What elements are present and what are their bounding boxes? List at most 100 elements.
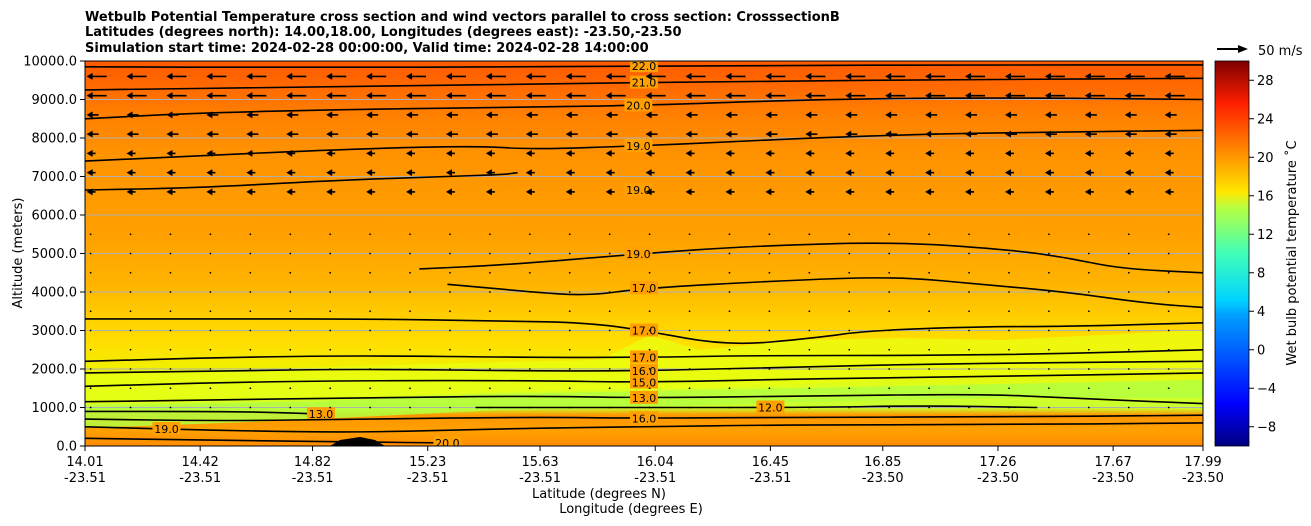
contour-line [85,372,1203,388]
wind-vector-dot-icon [648,271,651,274]
contour-label: 16.0 [632,365,657,378]
colorbar-tick-label: −4 [1257,382,1276,397]
contour-line [447,277,1203,309]
contour-label: 20.0 [626,99,651,112]
wind-vector-head-icon [565,130,572,138]
wind-vector-head-icon [765,130,772,138]
wind-vector-dot-icon [449,348,451,351]
wind-vector-head-icon [166,188,173,196]
wind-vector-dot-icon [848,271,851,274]
wind-vector-dot-icon [329,271,332,274]
wind-vector-head-icon [1164,72,1171,80]
wind-vector-head-icon [1084,188,1091,196]
wind-vector-dot-icon [1008,310,1010,313]
x-tick-label-lon: -23.51 [292,471,334,486]
wind-vector-dot-icon [369,252,372,255]
colorbar-tick-label: 0 [1257,343,1265,358]
wind-vector-dot-icon [968,348,970,351]
wind-vector-dot-icon [848,348,851,351]
wind-vector-head-icon [206,188,213,196]
wind-vector-head-icon [1044,111,1051,119]
wind-vector-head-icon [206,72,213,80]
colorbar-label: Wet bulb potential temperature ˚C [1284,140,1300,365]
wind-vector-dot-icon [768,348,771,351]
wind-vector-head-icon [126,149,133,157]
wind-vector-dot-icon [169,406,172,409]
wind-vector-head-icon [845,169,852,177]
contour-line [85,437,448,444]
wind-vector-dot-icon [1048,387,1050,390]
wind-vector-head-icon [805,149,812,157]
wind-vector-dot-icon [1127,387,1130,390]
x-tick-label-lon: -23.51 [179,471,221,486]
wind-vector-dot-icon [129,406,132,409]
wind-vector-dot-icon [169,291,172,293]
wind-vector-head-icon [445,149,452,157]
contour-label-bg [624,182,653,196]
wind-vector-dot-icon [369,387,372,390]
wind-vector-dot-icon [968,310,970,313]
wind-vector-dot-icon [568,329,571,332]
x-tick-label-lat: 17.26 [979,455,1016,470]
plot-area: 22.021.020.019.019.019.017.017.017.016.0… [85,61,1203,446]
wind-vector-dot-icon [249,233,252,236]
title-line-2: Latitudes (degrees north): 14.00,18.00, … [85,25,682,40]
wind-vector-head-icon [565,149,572,157]
wind-vector-head-icon [845,92,852,100]
wind-vector-head-icon [326,111,333,119]
contour-label: 19.0 [154,423,179,436]
wind-vector-dot-icon [409,252,411,255]
wind-vector-head-icon [685,149,692,157]
wind-vector-head-icon [246,92,253,100]
wind-vector-dot-icon [1167,329,1170,332]
wind-vector-dot-icon [688,348,691,351]
wind-vector-dot-icon [369,271,372,274]
wind-vector-dot-icon [928,368,931,370]
wind-vector-head-icon [925,188,932,196]
wind-vector-head-icon [1124,72,1131,80]
wind-vector-dot-icon [1127,252,1130,255]
wind-vector-head-icon [925,149,932,157]
wind-vector-head-icon [366,72,373,80]
wind-vector-dot-icon [848,291,851,293]
wind-vector-dot-icon [1087,387,1090,390]
wind-vector-head-icon [206,130,213,138]
wind-vector-dot-icon [528,329,531,332]
wind-vector-head-icon [1164,149,1171,157]
wind-vector-dot-icon [928,387,931,390]
wind-vector-head-icon [246,111,253,119]
wind-vector-dot-icon [888,348,891,351]
wind-vector-head-icon [1044,92,1051,100]
wind-vector-head-icon [86,169,93,177]
wind-vector-dot-icon [728,271,731,274]
contour-label: 17.0 [632,325,657,338]
x-tick-label-lon: -23.51 [519,471,561,486]
wind-vector-head-icon [1004,149,1011,157]
wind-vector-dot-icon [129,329,132,332]
wind-vector-head-icon [645,72,652,80]
wind-vector-dot-icon [688,406,691,409]
wind-vector-dot-icon [129,233,132,236]
wind-vector-head-icon [406,92,413,100]
wind-vector-head-icon [605,188,612,196]
wind-vector-dot-icon [808,271,811,274]
wind-vector-dot-icon [89,368,92,370]
wind-vector-dot-icon [608,387,611,390]
wind-vector-head-icon [885,72,892,80]
wind-vector-head-icon [1004,72,1011,80]
wind-vector-head-icon [1004,169,1011,177]
wind-vector-dot-icon [329,387,332,390]
wind-vector-dot-icon [89,348,92,351]
wind-vector-head-icon [366,169,373,177]
wind-vector-head-icon [645,188,652,196]
x-tick-label-lat: 15.23 [409,455,446,470]
wind-vector-head-icon [605,111,612,119]
wind-vector-head-icon [645,169,652,177]
wind-vector-head-icon [805,169,812,177]
wind-vector-dot-icon [129,252,132,255]
wind-vector-dot-icon [89,329,92,332]
wind-vector-head-icon [126,72,133,80]
wind-vector-head-icon [685,72,692,80]
wind-vector-head-icon [685,130,692,138]
wind-vector-dot-icon [129,387,132,390]
